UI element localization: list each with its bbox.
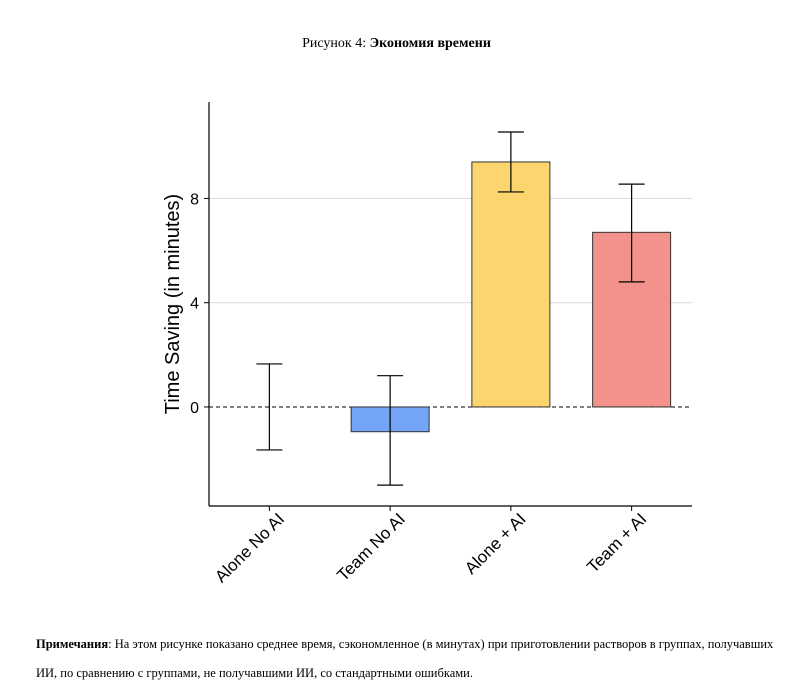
error-bar: [618, 183, 645, 283]
bars: [350, 161, 672, 433]
bar-chart: 0 4 8 Alone No AI Team No AI Alone + AI Team …: [162, 102, 692, 586]
figure-caption: Рисунок 4: Экономия времени: [0, 36, 793, 52]
y-tick-label: 4: [190, 296, 199, 313]
x-tick-labels: Alone No AI Team No AI Alone + AI Team + AI: [211, 506, 650, 586]
note-label: Примечания: [36, 637, 109, 651]
y-tick-label: 8: [190, 191, 199, 208]
x-tick-label: Team No AI: [333, 509, 409, 585]
x-tick-label: Alone No AI: [211, 509, 288, 586]
note-text: : На этом рисунке показано среднее время…: [36, 637, 774, 680]
bar-alone-ai: [471, 161, 551, 408]
figure-caption-title: Экономия времени: [369, 36, 491, 51]
error-bars: [256, 131, 645, 486]
y-tick-labels: 0 4 8: [190, 191, 209, 417]
y-tick-label: 0: [190, 400, 199, 417]
y-axis-label: Time Saving (in minutes): [162, 194, 184, 414]
figure-note: Примечания: На этом рисунке показано сре…: [36, 630, 776, 688]
figure-caption-prefix: Рисунок 4:: [302, 36, 367, 51]
x-tick-label: Alone + AI: [461, 509, 530, 578]
error-bar: [377, 375, 404, 486]
error-bar: [497, 131, 524, 193]
x-tick-label: Team + AI: [583, 509, 650, 576]
error-bar: [256, 363, 283, 451]
